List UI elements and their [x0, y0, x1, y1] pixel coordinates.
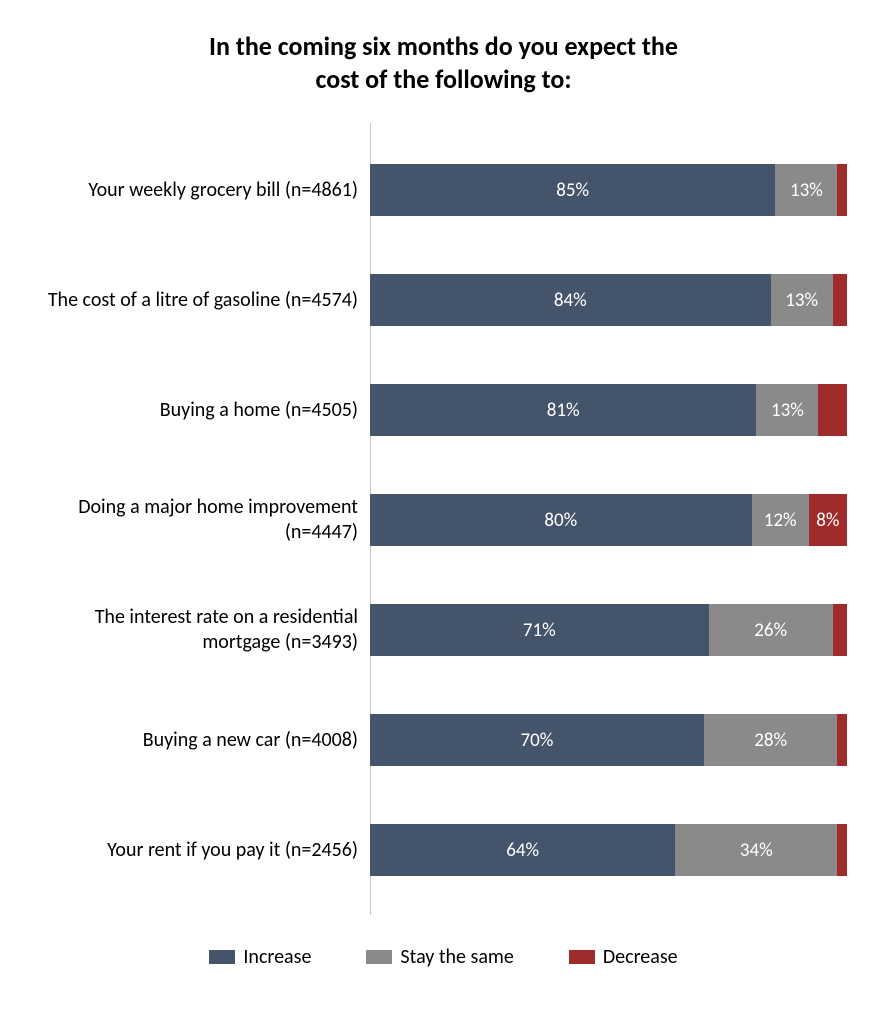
- bar-value-label: 28%: [754, 729, 787, 752]
- bar-segment-same: 13%: [756, 384, 818, 436]
- bar-value-label: 26%: [754, 619, 787, 642]
- legend-item-decrease: Decrease: [569, 945, 678, 969]
- bar-segment-same: 13%: [775, 164, 837, 216]
- bar-segment-decrease: [833, 274, 847, 326]
- chart-row: Doing a major home improvement (n=4447)8…: [40, 465, 847, 575]
- category-label: The cost of a litre of gasoline (n=4574): [40, 288, 370, 313]
- chart-title-line1: In the coming six months do you expect t…: [209, 30, 678, 62]
- bar-segment-increase: 70%: [370, 714, 704, 766]
- chart-title: In the coming six months do you expect t…: [40, 30, 847, 95]
- bar-segment-increase: 85%: [370, 164, 775, 216]
- legend-swatch-same: [366, 950, 392, 964]
- legend-item-increase: Increase: [209, 945, 311, 969]
- bar-segment-decrease: [837, 164, 847, 216]
- chart-container: In the coming six months do you expect t…: [0, 0, 887, 1024]
- bar-value-label: 71%: [523, 619, 556, 642]
- bar-segment-decrease: [818, 384, 847, 436]
- bar-track: 80% 12% 8%: [370, 494, 847, 546]
- bar-segment-increase: 81%: [370, 384, 756, 436]
- bar-value-label: 64%: [506, 839, 539, 862]
- bar-segment-increase: 64%: [370, 824, 675, 876]
- chart-title-line2: cost of the following to:: [315, 63, 571, 95]
- bar-value-label: 70%: [521, 729, 554, 752]
- bar-track: 81% 13%: [370, 384, 847, 436]
- bar-segment-same: 13%: [771, 274, 833, 326]
- category-label: Buying a new car (n=4008): [40, 728, 370, 753]
- bar-segment-increase: 84%: [370, 274, 771, 326]
- bar-value-label: 13%: [790, 179, 823, 202]
- legend-label: Stay the same: [400, 945, 513, 969]
- chart-row: Your rent if you pay it (n=2456) 64% 34%: [40, 795, 847, 905]
- bar-segment-decrease: 8%: [809, 494, 847, 546]
- bar-segment-same: 28%: [704, 714, 838, 766]
- plot-area: Your weekly grocery bill (n=4861)85%13%T…: [40, 135, 847, 905]
- category-label: Your weekly grocery bill (n=4861): [40, 178, 370, 203]
- bar-value-label: 8%: [816, 509, 839, 532]
- chart-row: Your weekly grocery bill (n=4861) 85% 13%: [40, 135, 847, 245]
- bar-segment-same: 34%: [675, 824, 837, 876]
- bar-segment-same: 26%: [709, 604, 833, 656]
- bar-value-label: 81%: [547, 399, 580, 422]
- chart-row: The interest rate on a residential mortg…: [40, 575, 847, 685]
- bar-segment-decrease: [837, 714, 847, 766]
- legend-swatch-increase: [209, 950, 235, 964]
- legend-label: Decrease: [603, 945, 678, 969]
- chart-row: Buying a new car (n=4008) 70% 28%: [40, 685, 847, 795]
- bar-track: 71% 26%: [370, 604, 847, 656]
- bar-track: 85% 13%: [370, 164, 847, 216]
- legend-swatch-decrease: [569, 950, 595, 964]
- chart-row: The cost of a litre of gasoline (n=4574)…: [40, 245, 847, 355]
- category-label: Buying a home (n=4505): [40, 398, 370, 423]
- category-label: Doing a major home improvement (n=4447): [40, 495, 370, 545]
- legend-item-same: Stay the same: [366, 945, 513, 969]
- bar-value-label: 85%: [556, 179, 589, 202]
- bar-segment-increase: 80%: [370, 494, 752, 546]
- legend-label: Increase: [243, 945, 311, 969]
- bar-value-label: 34%: [740, 839, 773, 862]
- bar-value-label: 13%: [785, 289, 818, 312]
- bar-segment-increase: 71%: [370, 604, 709, 656]
- bar-segment-decrease: [833, 604, 847, 656]
- bar-value-label: 12%: [764, 509, 797, 532]
- bar-segment-decrease: [837, 824, 847, 876]
- chart-row: Buying a home (n=4505) 81% 13%: [40, 355, 847, 465]
- category-label: The interest rate on a residential mortg…: [40, 605, 370, 655]
- bar-track: 70% 28%: [370, 714, 847, 766]
- bar-value-label: 13%: [771, 399, 804, 422]
- legend: Increase Stay the same Decrease: [40, 945, 847, 969]
- category-label: Your rent if you pay it (n=2456): [40, 838, 370, 863]
- bar-segment-same: 12%: [752, 494, 809, 546]
- bar-value-label: 84%: [554, 289, 587, 312]
- bar-track: 64% 34%: [370, 824, 847, 876]
- bar-value-label: 80%: [544, 509, 577, 532]
- bar-track: 84% 13%: [370, 274, 847, 326]
